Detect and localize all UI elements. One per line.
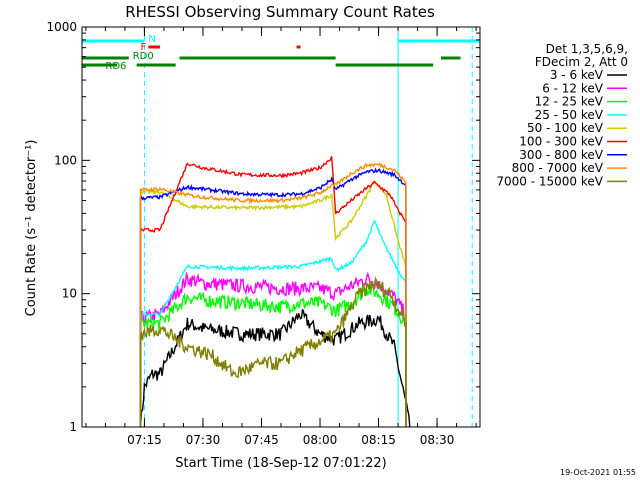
y-tick-label-1000: 1000: [46, 20, 77, 34]
x-tick-label-08:30: 08:30: [420, 433, 455, 447]
y-axis: 1 10 100 1000: [46, 20, 480, 434]
timestamp: 19-Oct-2021 01:55: [560, 468, 636, 477]
y-axis-label: Count Rate (s⁻¹ detector⁻¹): [24, 140, 39, 317]
series-line-7000-15000-kev: [139, 276, 407, 427]
series-line-3-6-kev: [139, 308, 411, 428]
legend-header-line-1: Det 1,3,5,6,9,: [546, 42, 628, 56]
x-axis-label: Start Time (18-Sep-12 07:01:22): [175, 456, 386, 471]
series-line-12-25-kev: [139, 282, 407, 427]
chart-title: RHESSI Observing Summary Count Rates: [125, 3, 435, 21]
x-axis: 07:15 07:30 07:45 08:00 08:15 08:30: [85, 27, 477, 447]
legend: Det 1,3,5,6,9, FDecim 2, Att 0 3 - 6 keV…: [496, 42, 628, 188]
series-line-800-7000-kev: [139, 162, 407, 427]
flag-label-rd0: RD0: [133, 51, 154, 62]
series-line-300-800-kev: [139, 167, 407, 427]
x-tick-label-08:15: 08:15: [361, 433, 396, 447]
legend-header-line-2: FDecim 2, Att 0: [535, 55, 628, 69]
flag-label-rd6: RD6: [105, 61, 126, 72]
series-line-100-300-kev: [139, 156, 407, 427]
y-tick-label-100: 100: [54, 153, 77, 167]
legend-label-8: 7000 - 15000 keV: [496, 174, 603, 188]
x-tick-label-07:45: 07:45: [244, 433, 279, 447]
series-line-25-50-kev: [139, 219, 407, 427]
series-line-50-100-kev: [139, 179, 407, 427]
legend-label-0: 3 - 6 keV: [550, 68, 604, 82]
flag-label-n: N: [148, 34, 155, 45]
legend-label-3: 25 - 50 keV: [535, 108, 604, 122]
legend-label-6: 300 - 800 keV: [519, 148, 603, 162]
y-tick-label-10: 10: [62, 287, 77, 301]
legend-label-4: 50 - 100 keV: [527, 121, 604, 135]
legend-label-2: 12 - 25 keV: [535, 95, 604, 109]
y-tick-label-1: 1: [69, 420, 77, 434]
series-line-6-12-kev: [139, 271, 407, 427]
legend-label-7: 800 - 7000 keV: [512, 161, 604, 175]
x-tick-label-08:00: 08:00: [303, 433, 338, 447]
x-tick-label-07:15: 07:15: [127, 433, 162, 447]
plot-series: [139, 156, 411, 428]
legend-label-1: 6 - 12 keV: [542, 81, 604, 95]
plot-frame: [81, 26, 481, 428]
legend-label-5: 100 - 300 keV: [519, 135, 603, 149]
vertical-markers: [143, 27, 473, 427]
x-tick-label-07:30: 07:30: [186, 433, 221, 447]
flag-label-f: F: [141, 42, 147, 53]
